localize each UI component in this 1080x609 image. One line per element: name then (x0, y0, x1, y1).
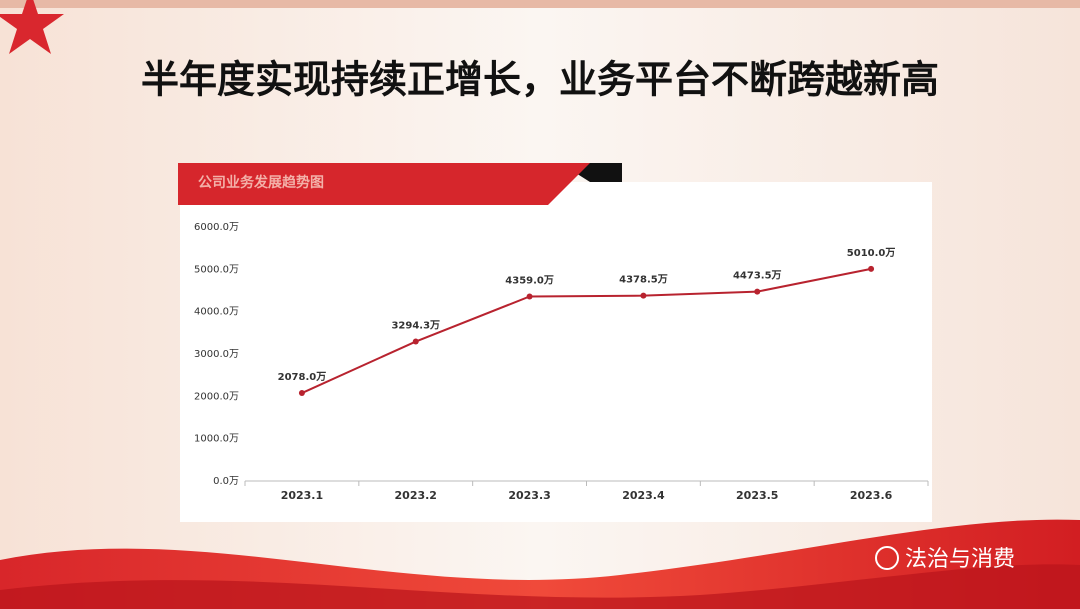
plot: 0.0万 1000.0万 2000.0万 3000.0万 4000.0万 5000.0万 6… (194, 222, 929, 502)
point (640, 292, 647, 299)
watermark-icon (875, 546, 899, 570)
value-label: 4473.5万 (733, 270, 782, 282)
x-tick-label: 2023.5 (736, 489, 778, 502)
watermark-text: 法治与消费 (905, 547, 1015, 572)
chart-panel (180, 182, 932, 522)
top-band (0, 0, 1080, 8)
y-tick-label: 5000.0万 (194, 264, 239, 275)
x-tick-label: 2023.6 (850, 489, 893, 502)
value-label: 4378.5万 (619, 274, 668, 286)
y-tick-label: 4000.0万 (194, 307, 239, 318)
line (301, 267, 872, 394)
slide-title: 半年度实现持续正增长，业务平台不断跨越新高 (141, 58, 939, 102)
point (526, 293, 533, 300)
value-label: 4359.0万 (505, 274, 554, 286)
chart-header (178, 163, 590, 205)
x-tick-label: 2023.4 (622, 489, 665, 502)
point (412, 338, 419, 345)
x-tick-label: 2023.1 (281, 489, 323, 502)
watermark: 法治与消费 (875, 546, 1015, 572)
y-tick-label: 1000.0万 (194, 434, 239, 445)
chart-title: 公司业务发展趋势图 (198, 174, 324, 191)
star (0, 0, 64, 54)
y-tick-label: 2000.0万 (194, 391, 239, 402)
value-label: 2078.0万 (278, 371, 327, 383)
value-label: 5010.0万 (847, 247, 896, 259)
x-tick-label: 2023.2 (395, 489, 437, 502)
value-label: 3294.3万 (391, 320, 440, 332)
bottom-wave-dark (0, 564, 1080, 609)
point (298, 390, 305, 397)
point (868, 265, 875, 272)
x-tick-label: 2023.3 (508, 489, 550, 502)
y-tick-label: 0.0万 (213, 476, 239, 487)
point (754, 288, 761, 295)
y-tick-label: 3000.0万 (194, 349, 239, 360)
y-tick-label: 6000.0万 (194, 222, 239, 233)
